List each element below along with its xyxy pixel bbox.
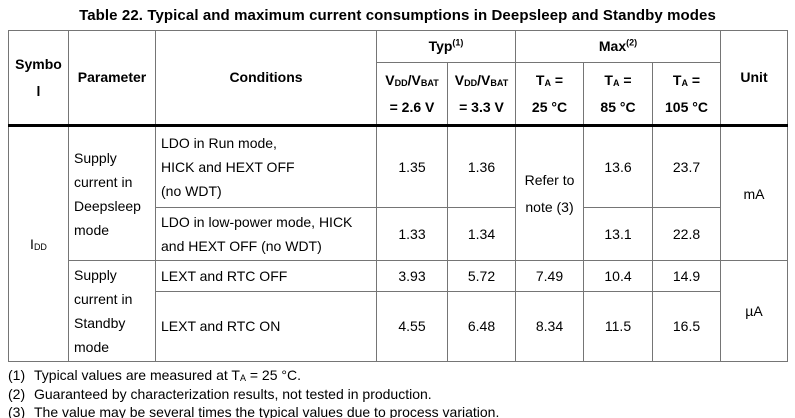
table-row: Supply current in Standby mode LEXT and … bbox=[9, 260, 788, 362]
footnotes: (1) Typical values are measured at TA = … bbox=[8, 366, 795, 418]
col-header-symbol: Symbol bbox=[8, 30, 69, 126]
max-25-note: Refer to note (3) bbox=[515, 124, 584, 261]
footnote-text: Typical values are measured at TA = 25 °… bbox=[34, 367, 301, 383]
typ-2v6-value: 4.55 bbox=[376, 290, 448, 362]
typ-2v6-value: 1.35 bbox=[376, 124, 448, 208]
typ-2v6-value: 3.93 bbox=[376, 260, 448, 292]
max-85-value: 10.4 bbox=[583, 260, 653, 292]
table-title: Table 22. Typical and maximum current co… bbox=[79, 7, 716, 24]
current-consumption-table: Symbol Parameter Conditions Typ(1) Max(2… bbox=[8, 30, 788, 362]
typ-2v6-value: 1.33 bbox=[376, 207, 448, 261]
unit-ma: mA bbox=[720, 124, 788, 261]
col-header-ta-85: TA = 85 °C bbox=[583, 62, 653, 126]
footnote-text: Guaranteed by characterization results, … bbox=[34, 385, 432, 402]
table-row: LEXT and RTC ON 4.55 6.48 8.34 11.5 16.5 bbox=[9, 290, 788, 362]
unit-ua: µA bbox=[720, 260, 788, 362]
typ-3v3-value: 6.48 bbox=[447, 290, 516, 362]
footnote-marker: (1) bbox=[8, 367, 26, 383]
footnote-2: (2) Guaranteed by characterization resul… bbox=[8, 385, 795, 404]
max-label: Max bbox=[598, 38, 627, 54]
col-header-conditions: Conditions bbox=[155, 30, 377, 126]
max-25-value: 7.49 bbox=[515, 260, 584, 292]
max-25-value: 8.34 bbox=[515, 290, 584, 362]
max-85-value: 13.6 bbox=[583, 124, 653, 208]
typ-3v3-value: 5.72 bbox=[447, 260, 516, 292]
parameter-deepsleep: Supply current in Deepsleep mode bbox=[68, 124, 156, 261]
footnote-text: The value may be several times the typic… bbox=[34, 404, 500, 418]
max-105-value: 16.5 bbox=[652, 290, 721, 362]
col-header-ta-105: TA = 105 °C bbox=[652, 62, 721, 126]
max-105-value: 22.8 bbox=[652, 207, 721, 261]
max-105-value: 14.9 bbox=[652, 260, 721, 292]
symbol-idd: IDD bbox=[8, 124, 69, 362]
col-group-typ: Typ(1) bbox=[376, 30, 516, 63]
footnote-1: (1) Typical values are measured at TA = … bbox=[8, 366, 795, 385]
footnote-ref-1: (1) bbox=[452, 37, 464, 48]
table-row: LDO in low-power mode, HICK and HEXT OFF… bbox=[9, 207, 788, 261]
footnote-marker: (2) bbox=[8, 385, 26, 402]
table-row: IDD Supply current in Deepsleep mode LDO… bbox=[8, 124, 788, 362]
footnote-3: (3) The value may be several times the t… bbox=[8, 403, 795, 418]
typ-3v3-value: 1.36 bbox=[447, 124, 516, 208]
condition-cell: LEXT and RTC OFF bbox=[155, 260, 377, 292]
col-group-max: Max(2) bbox=[515, 30, 721, 63]
typ-label: Typ bbox=[428, 38, 453, 54]
col-header-vdd-2v6: VDD/VBAT = 2.6 V bbox=[376, 62, 448, 126]
header-row-subcols: VDD/VBAT = 2.6 V VDD/VBAT = 3.3 V TA = 2… bbox=[9, 62, 788, 126]
footnote-marker: (3) bbox=[8, 404, 26, 418]
condition-cell: LDO in Run mode, HICK and HEXT OFF (no W… bbox=[155, 124, 377, 208]
parameter-standby: Supply current in Standby mode bbox=[68, 260, 156, 362]
col-header-vdd-3v3: VDD/VBAT = 3.3 V bbox=[447, 62, 516, 126]
condition-cell: LEXT and RTC ON bbox=[155, 290, 377, 362]
max-85-value: 11.5 bbox=[583, 290, 653, 362]
col-header-ta-25: TA = 25 °C bbox=[515, 62, 584, 126]
typ-3v3-value: 1.34 bbox=[447, 207, 516, 261]
col-header-parameter: Parameter bbox=[68, 30, 156, 126]
col-header-unit: Unit bbox=[720, 30, 788, 126]
max-85-value: 13.1 bbox=[583, 207, 653, 261]
header-row-groups: Symbol Parameter Conditions Typ(1) Max(2… bbox=[8, 30, 788, 126]
condition-cell: LDO in low-power mode, HICK and HEXT OFF… bbox=[155, 207, 377, 261]
footnote-ref-2: (2) bbox=[626, 37, 638, 48]
max-105-value: 23.7 bbox=[652, 124, 721, 208]
